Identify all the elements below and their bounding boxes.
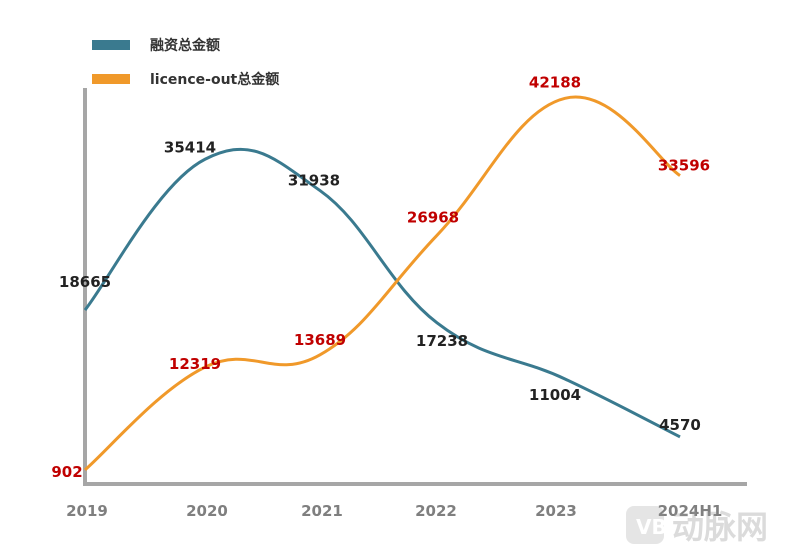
legend-label: 融资总金额 xyxy=(150,37,220,54)
data-label: 17238 xyxy=(416,332,468,350)
x-tick-label: 2023 xyxy=(535,502,577,520)
data-label: 35414 xyxy=(164,138,216,156)
data-label: 4570 xyxy=(659,416,701,434)
legend-label: licence-out总金额 xyxy=(150,71,279,88)
x-tick-label: 2019 xyxy=(66,502,108,520)
data-label: 33596 xyxy=(658,157,710,175)
series-line-0 xyxy=(83,147,681,439)
x-tick-label: 2021 xyxy=(301,502,343,520)
x-tick-label: 2020 xyxy=(186,502,228,520)
x-tick-label: 2022 xyxy=(415,502,457,520)
svg-text:VB: VB xyxy=(636,515,667,539)
data-label: 18665 xyxy=(59,273,111,291)
series-line-1 xyxy=(84,95,681,472)
data-label: 13689 xyxy=(294,331,346,349)
data-label: 902 xyxy=(51,463,82,481)
legend-swatch xyxy=(92,74,130,84)
data-label: 42188 xyxy=(529,73,581,91)
data-label: 11004 xyxy=(529,386,581,404)
watermark-logo: VB xyxy=(626,506,667,544)
data-label: 26968 xyxy=(407,208,459,226)
legend-swatch xyxy=(92,40,130,50)
watermark-text: 动脉网 xyxy=(672,508,768,546)
data-label: 31938 xyxy=(288,172,340,190)
x-tick-label: 2024H1 xyxy=(658,502,723,520)
data-label: 12319 xyxy=(169,355,221,373)
